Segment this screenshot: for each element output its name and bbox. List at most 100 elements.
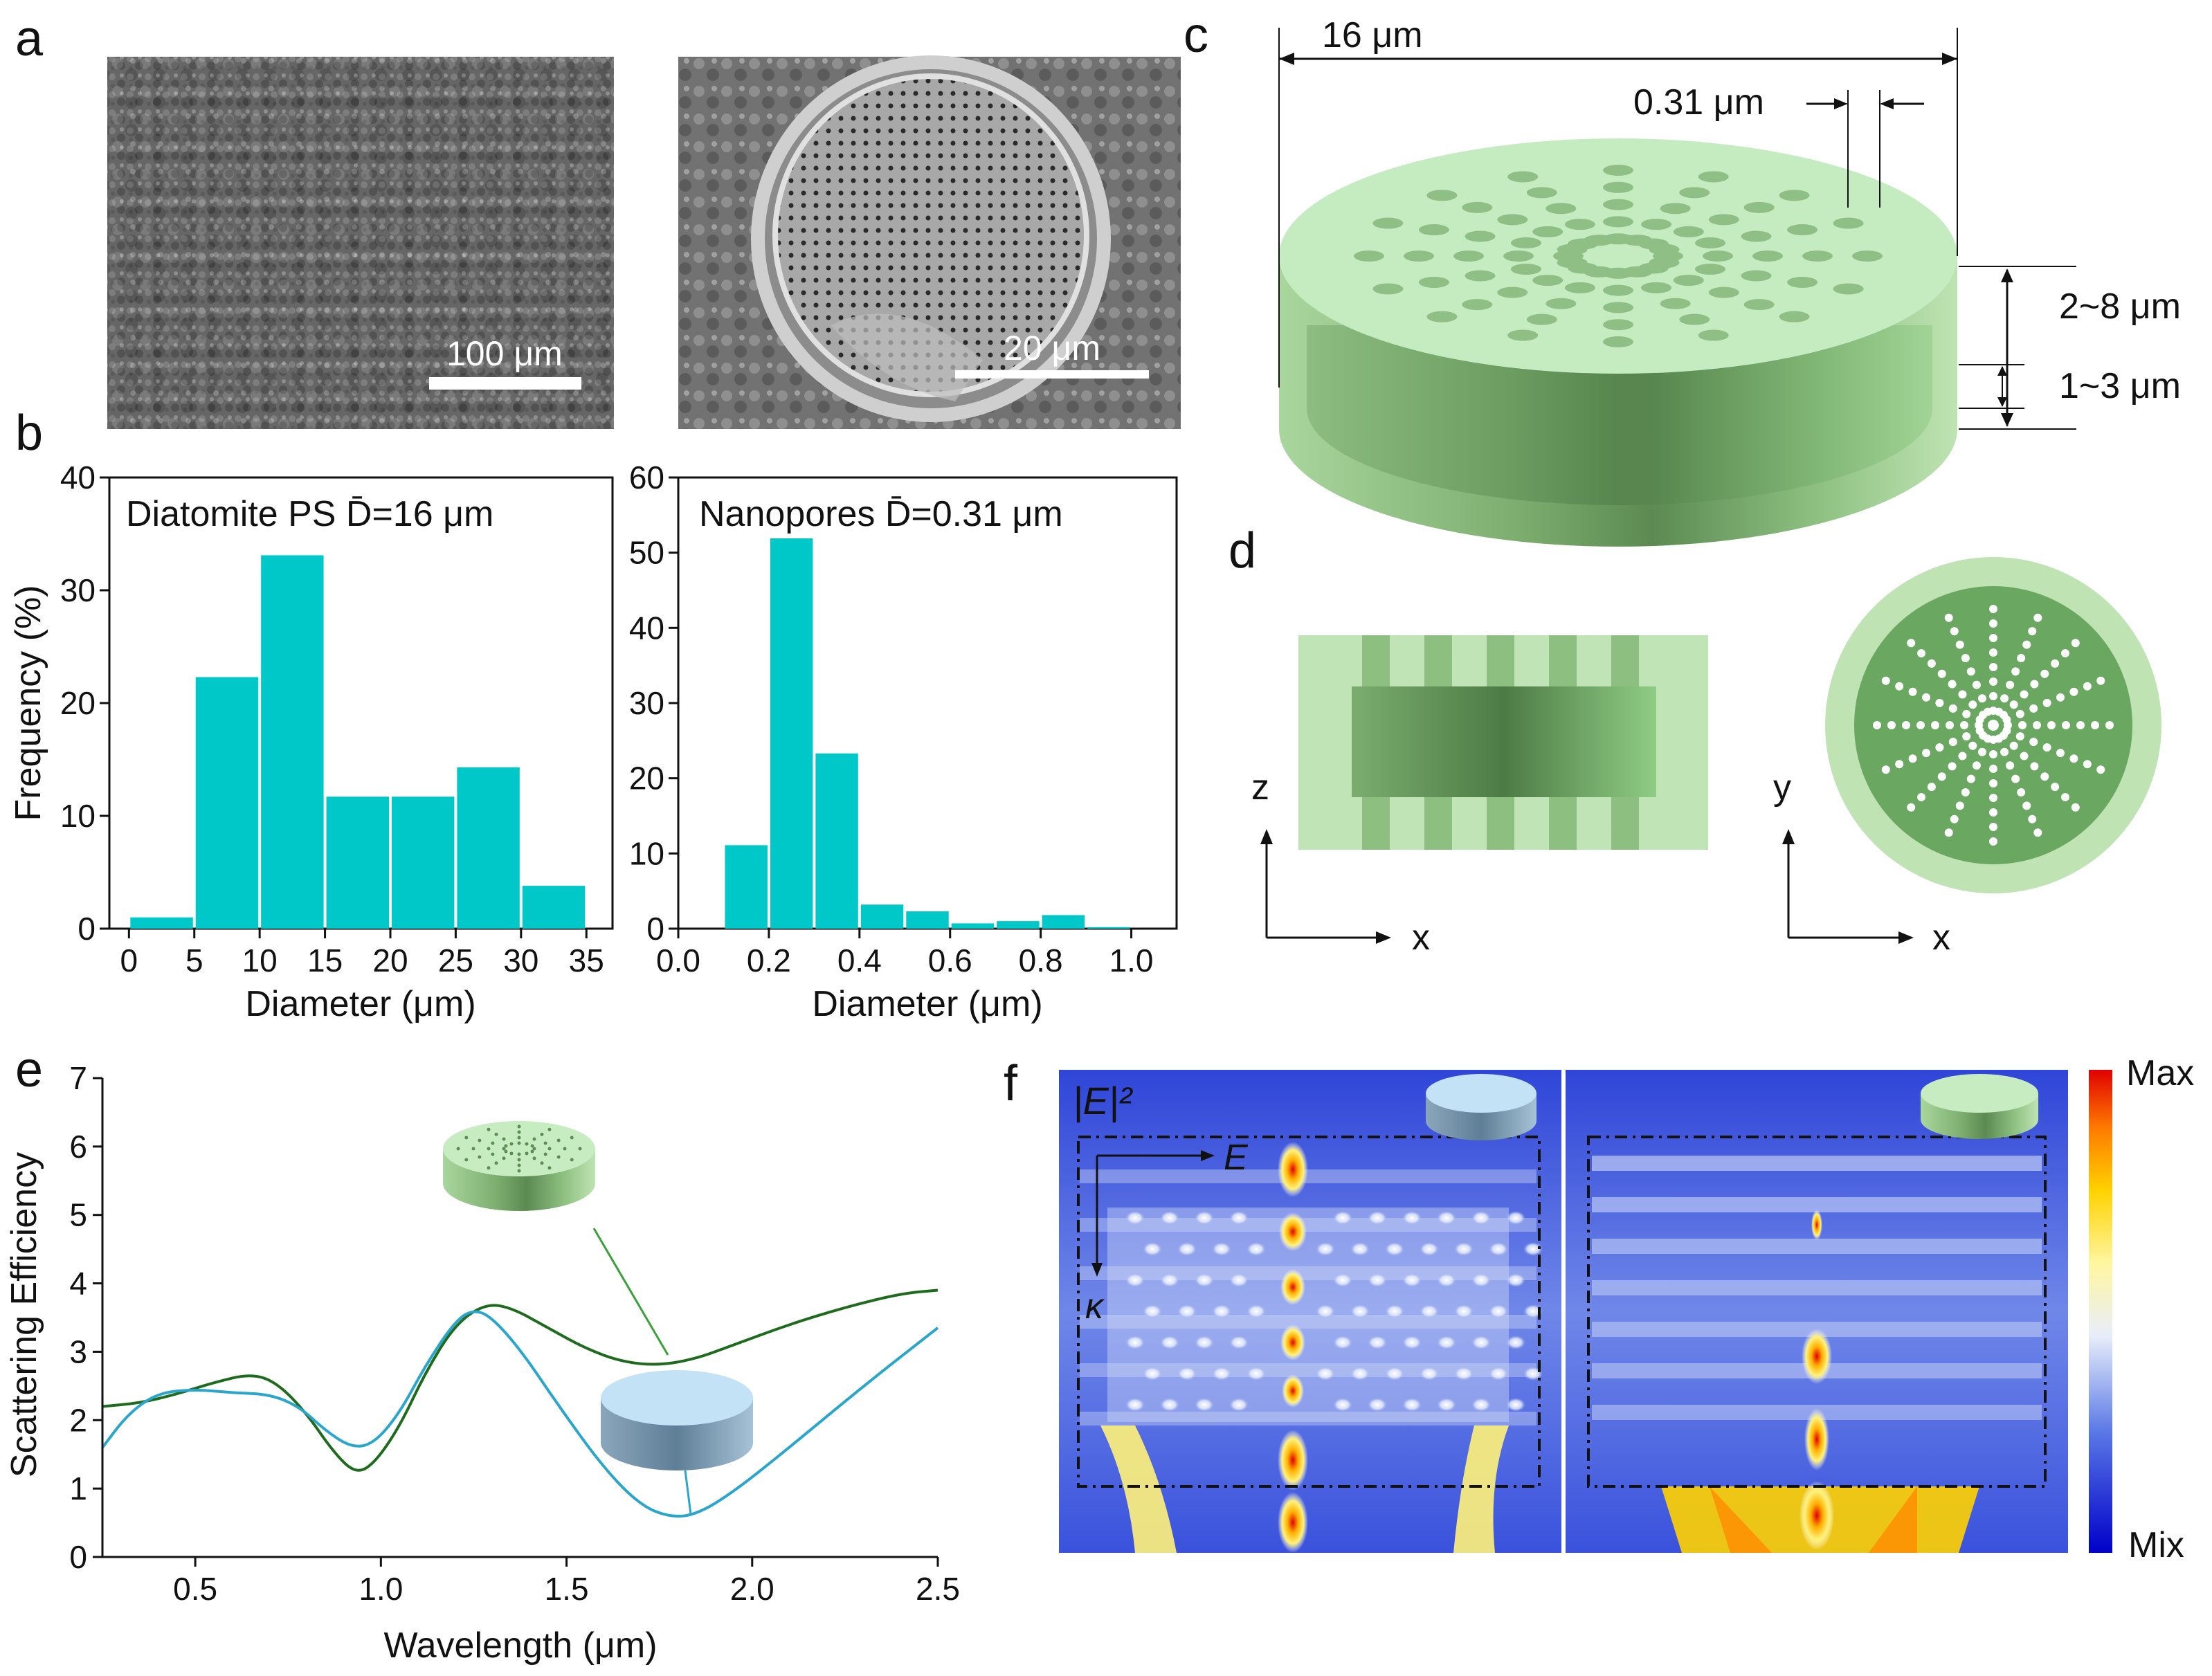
pore	[1948, 762, 1957, 771]
interference-spot	[1333, 1273, 1352, 1287]
interference-spot	[1160, 1273, 1179, 1287]
efield-label: E	[1224, 1138, 1249, 1178]
x-tick-label: 0.0	[656, 942, 700, 978]
pore	[1833, 217, 1864, 229]
interference-spot	[1195, 1273, 1214, 1287]
pore	[2009, 700, 2018, 709]
interference-spot	[1506, 1336, 1525, 1349]
x-tick-label: 10	[242, 942, 278, 978]
kvec-label: κ	[1085, 1286, 1105, 1327]
pore	[464, 1158, 469, 1162]
pore	[1968, 741, 1977, 750]
pore	[1972, 680, 1981, 689]
pore	[1462, 299, 1493, 311]
interference-spot	[1385, 1242, 1404, 1256]
colorbar: Max Mix	[2089, 1053, 2194, 1565]
pore	[1603, 302, 1633, 313]
interference-spot	[1454, 1304, 1474, 1318]
pore	[517, 1141, 521, 1145]
pore	[1989, 779, 1997, 787]
x-tick-label: 25	[438, 942, 473, 978]
field-label: |E|²	[1073, 1079, 1133, 1123]
pore	[1852, 251, 1883, 262]
pore	[1833, 283, 1864, 295]
y-tick-label: 3	[69, 1333, 87, 1369]
pore	[1503, 251, 1534, 262]
pore	[1989, 823, 1997, 831]
pore	[2071, 803, 2080, 812]
pore	[1908, 687, 1917, 696]
interference-spot	[1195, 1398, 1214, 1412]
x-tick-label: 2.5	[916, 1571, 960, 1607]
annotation-nanopores: Nanopores D̄=0.31 μm	[699, 494, 1063, 534]
histogram-bar	[997, 921, 1040, 929]
pore	[1641, 219, 1672, 230]
interference-spot	[1212, 1367, 1231, 1381]
pore	[509, 1142, 514, 1146]
pore	[1907, 639, 1916, 648]
pore	[570, 1158, 574, 1162]
interference-spot	[1350, 1367, 1370, 1381]
x-tick-label: 1.0	[359, 1571, 403, 1607]
pore	[532, 1147, 536, 1151]
x-tick-label: 15	[307, 942, 343, 978]
interference-spot	[1125, 1211, 1145, 1225]
histogram-bar	[130, 917, 193, 929]
pore	[1698, 329, 1729, 341]
pore	[1966, 667, 1975, 676]
y-tick-label: 10	[60, 798, 96, 834]
pore	[1948, 680, 1957, 689]
pore	[1603, 181, 1633, 193]
y-tick-label: 5	[69, 1197, 87, 1233]
pore	[1907, 803, 1916, 812]
histogram-bar	[261, 555, 324, 929]
pore	[1708, 214, 1739, 226]
pore	[1510, 237, 1541, 249]
pore	[2030, 762, 2039, 771]
interference-spot	[1160, 1398, 1179, 1412]
pore	[1465, 270, 1496, 282]
y-tick-label: 0	[646, 911, 664, 947]
top-axis-y: y	[1773, 767, 1791, 808]
pore	[2051, 783, 2060, 792]
pore	[1603, 319, 1633, 331]
pore	[532, 1156, 536, 1160]
pore	[2091, 721, 2099, 729]
pore	[1989, 765, 1997, 773]
pore	[2020, 752, 2029, 760]
pore	[2069, 754, 2078, 763]
pore	[2018, 721, 2027, 729]
scalebar-right	[955, 370, 1149, 379]
interference-spot	[1402, 1211, 1422, 1225]
pore	[1989, 619, 1997, 628]
interference-spot	[1489, 1304, 1508, 1318]
y-tick-label: 1	[69, 1470, 87, 1506]
pore	[2015, 709, 2024, 718]
pore	[2060, 649, 2069, 658]
pore	[1660, 203, 1691, 215]
pore	[1917, 792, 1926, 801]
pore	[1695, 263, 1726, 275]
x-tick-label: 1.5	[545, 1571, 589, 1607]
panel-label-d: d	[1229, 523, 1256, 579]
pore	[517, 1158, 521, 1162]
pore	[2000, 747, 2009, 756]
y-tick-label: 20	[60, 685, 96, 721]
inset-leader-solid	[684, 1470, 692, 1515]
pore	[2040, 669, 2049, 678]
pore	[1603, 336, 1633, 347]
hotspot	[1280, 1324, 1305, 1360]
pore	[1960, 721, 1968, 729]
y-tick-label: 40	[60, 459, 96, 495]
pore	[1673, 226, 1704, 237]
pore	[1935, 743, 1944, 752]
pore	[2002, 715, 2011, 724]
pore	[2033, 613, 2042, 622]
x-tick-label: 5	[185, 942, 203, 978]
interference-spot	[1437, 1273, 1456, 1287]
x-tick-label: 0	[120, 942, 138, 978]
pore	[1532, 226, 1563, 237]
hotspot	[1278, 1492, 1308, 1553]
pore	[570, 1136, 574, 1140]
particle-boundary	[1077, 1136, 1541, 1488]
